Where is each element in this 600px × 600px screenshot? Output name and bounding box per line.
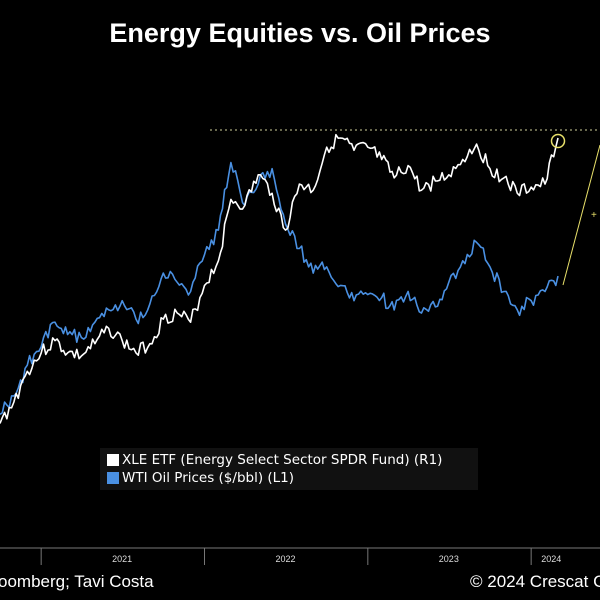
legend: XLE ETF (Energy Select Sector SPDR Fund)… <box>100 448 478 490</box>
chart-title: Energy Equities vs. Oil Prices <box>109 18 491 48</box>
legend-swatch-wti <box>107 472 119 484</box>
legend-label-xle: XLE ETF (Energy Select Sector SPDR Fund)… <box>122 452 443 468</box>
x-tick-label-2021: 2021 <box>112 554 132 564</box>
legend-label-wti: WTI Oil Prices ($/bbl) (L1) <box>122 470 295 486</box>
x-tick-label-2023: 2023 <box>439 554 459 564</box>
x-tick-label-2024: 2024 <box>541 554 561 564</box>
wti-series <box>0 161 559 415</box>
footer-copyright: © 2024 Crescat C <box>470 572 600 591</box>
legend-item-xle: XLE ETF (Energy Select Sector SPDR Fund)… <box>107 452 442 468</box>
annotation-partial-label: + <box>591 210 597 221</box>
x-axis-ticks: 2021 2022 2023 2024 <box>40 548 561 565</box>
footer-source: oomberg; Tavi Costa <box>0 572 154 591</box>
wti-series-line <box>0 161 559 415</box>
xle-series <box>0 133 559 424</box>
xle-series-line <box>0 133 559 424</box>
legend-item-wti: WTI Oil Prices ($/bbl) (L1) <box>107 470 294 486</box>
legend-swatch-xle <box>107 454 119 466</box>
annotation-arrow-line <box>562 144 600 286</box>
latest-high-circle <box>550 133 566 149</box>
x-tick-label-2022: 2022 <box>275 554 295 564</box>
